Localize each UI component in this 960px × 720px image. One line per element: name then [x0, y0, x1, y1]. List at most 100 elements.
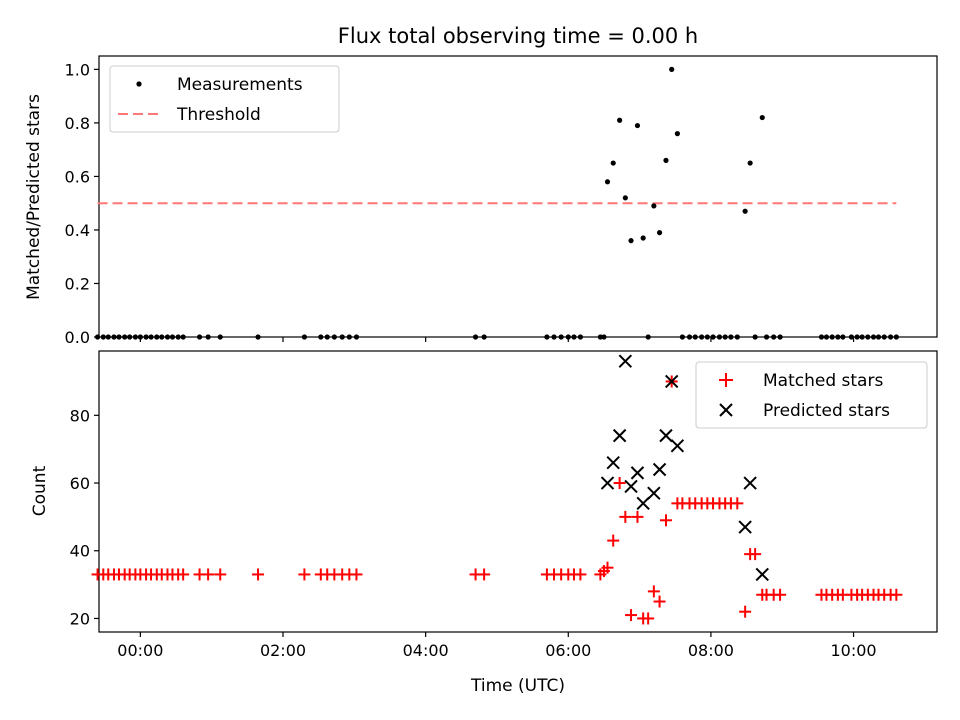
measurement-point	[122, 334, 128, 340]
measurement-point	[339, 334, 345, 340]
measurement-point	[674, 131, 680, 137]
matched-star-point	[601, 561, 614, 574]
measurement-point	[865, 334, 871, 340]
measurement-point	[154, 334, 160, 340]
top-y-tick-label: 0.0	[65, 328, 90, 347]
measurement-point	[640, 235, 646, 241]
matched-star-point	[631, 510, 644, 523]
matched-star-point	[647, 585, 660, 598]
measurement-point	[686, 334, 693, 340]
measurement-point	[148, 334, 154, 340]
measurement-point	[622, 195, 628, 201]
measurement-point	[634, 122, 641, 129]
measurement-point	[663, 157, 669, 163]
predicted-star-point	[670, 439, 685, 453]
measurement-point	[169, 334, 176, 340]
measurement-point	[255, 334, 261, 340]
measurement-point	[710, 334, 716, 340]
matched-star-point	[749, 548, 762, 561]
matched-star-point	[478, 568, 491, 581]
measurement-point	[728, 334, 734, 340]
measurement-point	[571, 334, 577, 340]
measurement-point	[881, 334, 887, 340]
measurement-point	[645, 334, 651, 340]
measurement-point	[829, 334, 835, 340]
measurement-point	[127, 334, 133, 340]
bottom-x-tick-label: 06:00	[545, 641, 591, 660]
legend-predicted-marker	[719, 403, 733, 417]
matched-star-point	[298, 568, 311, 581]
measurement-point	[94, 334, 101, 340]
measurement-point	[854, 334, 860, 340]
measurement-point	[679, 334, 685, 340]
bottom-x-tick-label: 08:00	[688, 641, 734, 660]
measurement-point	[597, 334, 603, 340]
measurement-point	[893, 334, 899, 340]
legend-measurements-marker	[136, 81, 142, 87]
matched-star-point	[619, 510, 632, 523]
measurement-point	[105, 334, 111, 340]
bottom-plot-frame	[98, 350, 938, 633]
measurement-point	[617, 117, 623, 123]
measurement-point	[551, 334, 557, 340]
measurement-point	[818, 334, 825, 340]
top-y-tick-label: 0.8	[65, 114, 90, 133]
predicted-star-point	[738, 520, 752, 534]
measurement-point	[353, 334, 360, 340]
measurement-point	[747, 160, 753, 166]
top-y-tick-label: 1.0	[65, 60, 90, 79]
measurement-point	[164, 334, 171, 340]
matched-star-point	[214, 568, 227, 581]
legend-threshold-label: Threshold	[176, 105, 261, 125]
top-y-axis: 0.0 0.2 0.4 0.6 0.8 1.0	[65, 60, 99, 347]
predicted-star-point	[647, 486, 661, 500]
bottom-x-tick-label: 04:00	[403, 641, 449, 660]
measurement-point	[318, 334, 324, 340]
measurement-point	[888, 334, 894, 340]
predicted-star-point	[600, 476, 615, 490]
measurement-point	[346, 334, 352, 340]
measurement-point	[132, 334, 138, 340]
matched-star-point	[202, 568, 215, 581]
x-axis-label: Time (UTC)	[470, 676, 565, 696]
predicted-star-point	[743, 476, 757, 490]
predicted-star-point	[630, 466, 645, 480]
predicted-star-point	[612, 428, 627, 443]
matched-star-point	[653, 595, 666, 608]
measurement-point	[763, 334, 770, 340]
matched-star-point	[731, 497, 744, 510]
measurement-point	[734, 334, 740, 340]
bottom-y-axis-label: Count	[30, 465, 50, 516]
measurement-point	[699, 334, 705, 340]
measurement-point	[544, 334, 550, 340]
matched-star-point	[642, 612, 655, 625]
measurement-point	[100, 334, 106, 340]
bottom-x-tick-label: 02:00	[260, 641, 306, 660]
measurement-point	[835, 334, 841, 340]
measurement-point	[604, 179, 611, 185]
legend-matched-label: Matched stars	[763, 371, 883, 391]
matched-star-point	[177, 568, 190, 581]
predicted-star-point	[624, 479, 638, 494]
measurement-point	[558, 334, 564, 340]
measurement-point	[472, 334, 479, 340]
matched-star-point	[574, 568, 587, 581]
measurement-point	[196, 334, 203, 340]
measurement-point	[301, 334, 307, 340]
measurement-point	[628, 238, 634, 244]
measurement-point	[175, 334, 181, 340]
top-plot-frame	[98, 55, 938, 338]
measurement-point	[840, 334, 846, 340]
matched-star-point	[739, 605, 752, 618]
top-chart-title: Flux total observing time = 0.00 h	[338, 24, 698, 48]
top-legend: Measurements Threshold	[109, 65, 340, 133]
measurement-point	[143, 334, 149, 340]
measurement-point	[716, 334, 723, 340]
measurement-point	[205, 334, 211, 340]
bottom-x-axis: 00:00 02:00 04:00 06:00 08:00 10:00	[117, 632, 877, 660]
measurement-point	[875, 334, 882, 340]
measurement-point	[577, 334, 584, 340]
measurement-point	[180, 334, 186, 340]
